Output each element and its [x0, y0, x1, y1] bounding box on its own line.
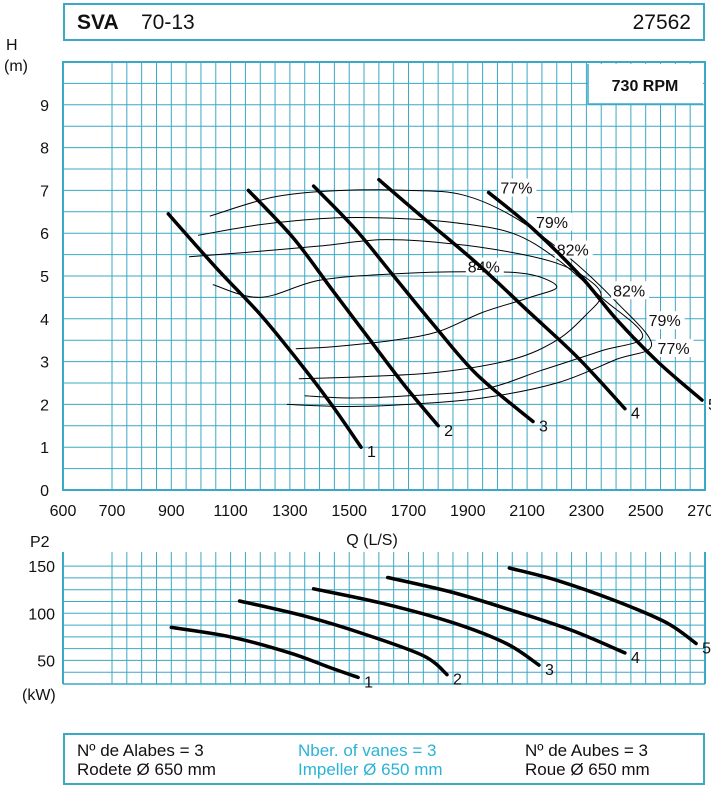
h-tick-1: 1 — [40, 440, 49, 457]
efficiency-label-6: 77% — [658, 341, 690, 358]
efficiency-contour-84-3 — [212, 271, 558, 350]
efficiency-label-5: 79% — [649, 313, 681, 330]
q-tick-2700: 2700 — [687, 503, 711, 520]
h-tick-7: 7 — [40, 183, 49, 200]
power-curve-label-5: 5 — [702, 640, 711, 657]
power-curve-label-4: 4 — [631, 650, 640, 667]
q-tick-600: 600 — [50, 503, 77, 520]
curve-code: 27562 — [632, 11, 691, 34]
rpm-box — [588, 64, 703, 104]
head-curve-3 — [311, 184, 535, 424]
vanes-en: Nber. of vanes = 3 — [298, 741, 437, 760]
q-tick-1500: 1500 — [331, 503, 367, 520]
impeller-es: Rodete Ø 650 mm — [77, 760, 216, 779]
head-curve-5 — [486, 190, 704, 402]
p-tick-100: 100 — [28, 606, 55, 623]
head-curve-label-3: 3 — [539, 419, 548, 436]
h-tick-5: 5 — [40, 269, 49, 286]
vanes-fr: Nº de Aubes = 3 — [525, 741, 648, 760]
impeller-fr: Roue Ø 650 mm — [525, 760, 650, 779]
h-tick-4: 4 — [40, 312, 49, 329]
efficiency-label-bg-0 — [498, 178, 537, 197]
p-axis-unit: (kW) — [22, 687, 56, 704]
efficiency-label-bg-4 — [611, 281, 650, 300]
head-curve-4 — [377, 177, 627, 411]
title-box: SVA 70-13 27562 — [63, 3, 705, 41]
h-tick-8: 8 — [40, 141, 49, 158]
pump-model: SVA — [77, 11, 119, 34]
impeller-en: Impeller Ø 650 mm — [298, 760, 443, 779]
h-tick-2: 2 — [40, 397, 49, 414]
head-curve-label-1: 1 — [367, 444, 376, 461]
efficiency-label-bg-1 — [533, 212, 572, 231]
vanes-es: Nº de Alabes = 3 — [77, 741, 204, 760]
power-curve-3 — [311, 587, 541, 667]
h-axis-title: H — [6, 37, 18, 54]
power-curve-label-1: 1 — [364, 674, 373, 691]
efficiency-label-1: 79% — [536, 215, 568, 232]
q-tick-1900: 1900 — [450, 503, 486, 520]
power-curve-label-2: 2 — [453, 672, 462, 689]
q-tick-1700: 1700 — [391, 503, 427, 520]
h-tick-6: 6 — [40, 226, 49, 243]
head-curve-2 — [246, 188, 440, 428]
plot-frame-head — [62, 61, 706, 491]
head-curve-1 — [166, 212, 363, 449]
p-tick-150: 150 — [28, 559, 55, 576]
power-curve-4 — [385, 575, 627, 655]
h-tick-0: 0 — [40, 483, 49, 500]
p-axis-title: P2 — [30, 534, 50, 551]
power-curve-5 — [507, 566, 698, 646]
q-tick-2500: 2500 — [628, 503, 664, 520]
h-tick-9: 9 — [40, 98, 49, 115]
head-curve-label-4: 4 — [631, 406, 640, 423]
h-tick-3: 3 — [40, 355, 49, 372]
english-info: Nber. of vanes = 3 Impeller Ø 650 mm — [298, 741, 443, 779]
q-tick-2300: 2300 — [569, 503, 605, 520]
speed-label: 730 RPM — [612, 78, 679, 95]
efficiency-label-bg-5 — [646, 311, 685, 330]
q-axis-title: Q (L/S) — [346, 532, 398, 549]
efficiency-label-4: 82% — [613, 283, 645, 300]
efficiency-contour-82-2 — [189, 239, 602, 380]
q-tick-1300: 1300 — [272, 503, 308, 520]
q-tick-700: 700 — [99, 503, 126, 520]
efficiency-label-0: 77% — [500, 181, 532, 198]
power-curve-2 — [237, 599, 449, 677]
q-tick-900: 900 — [158, 503, 185, 520]
efficiency-label-bg-2 — [554, 240, 593, 259]
q-tick-1100: 1100 — [213, 503, 248, 520]
head-curve-label-2: 2 — [444, 423, 453, 440]
spanish-info: Nº de Alabes = 3 Rodete Ø 650 mm — [77, 741, 216, 779]
efficiency-label-bg-6 — [655, 339, 694, 358]
power-curve-1 — [169, 625, 360, 680]
p-tick-50: 50 — [37, 653, 55, 670]
power-curve-label-3: 3 — [545, 662, 554, 679]
head-curve-label-5: 5 — [708, 397, 711, 414]
french-info: Nº de Aubes = 3 Roue Ø 650 mm — [525, 741, 650, 779]
h-axis-unit: (m) — [4, 58, 28, 75]
q-tick-2100: 2100 — [509, 503, 545, 520]
impeller-info-box: Nº de Alabes = 3 Rodete Ø 650 mm Nber. o… — [63, 733, 705, 785]
pump-size: 70-13 — [141, 11, 195, 34]
efficiency-label-2: 82% — [557, 243, 589, 260]
